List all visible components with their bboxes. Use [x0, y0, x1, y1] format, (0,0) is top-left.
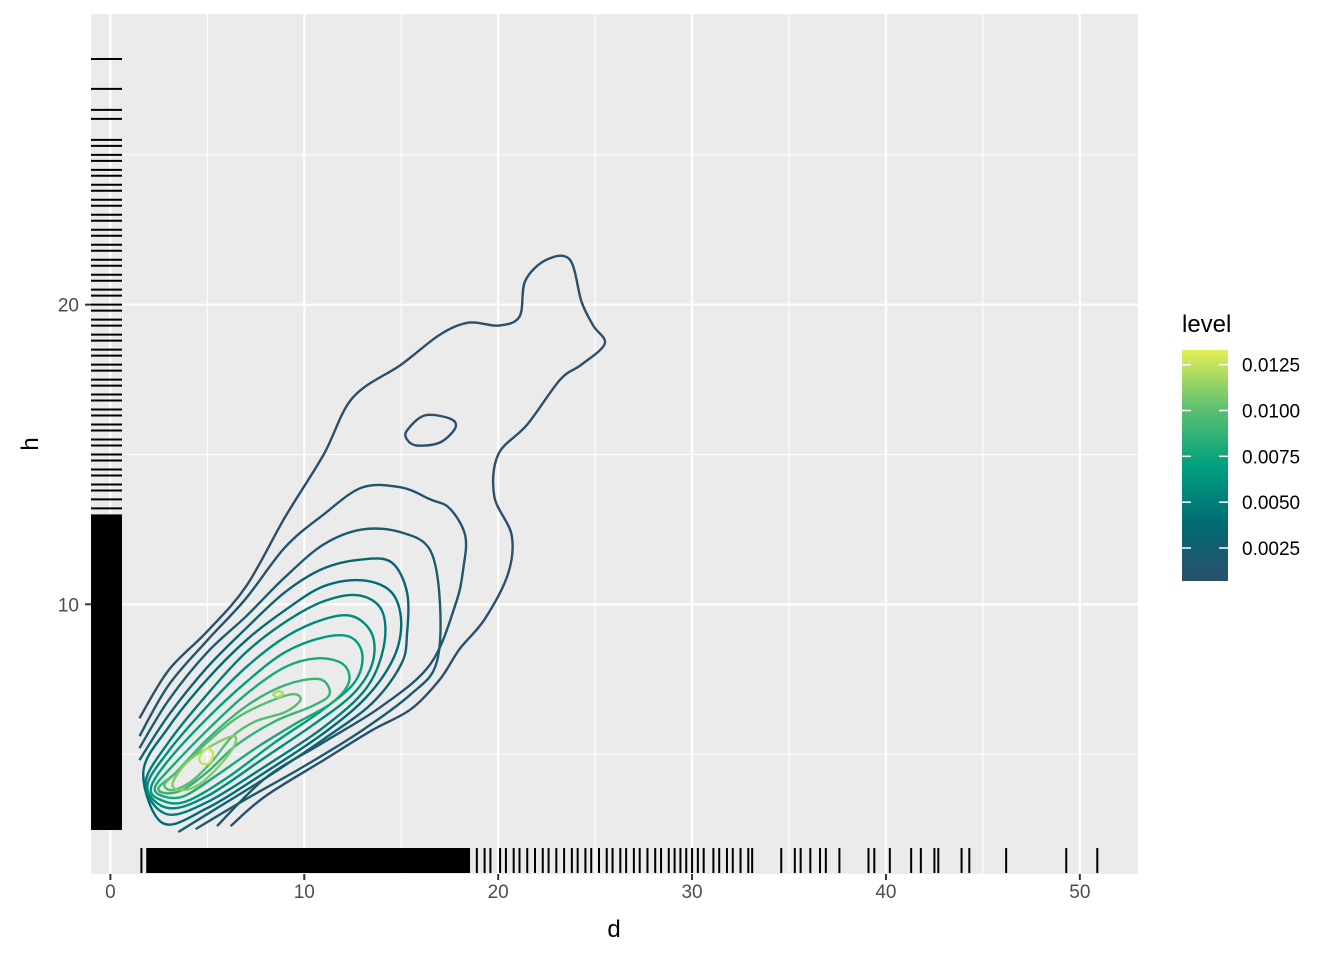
legend-break-label: 0.0125: [1242, 356, 1300, 377]
contour-line: [146, 614, 376, 810]
legend-colorbar: [1182, 350, 1228, 581]
minor-gridlines: [91, 14, 1138, 874]
contour-line: [144, 593, 387, 816]
legend-ticks: 0.0025 0.0050 0.0075 0.0100 0.0125: [1182, 356, 1300, 560]
contour-line: [142, 578, 403, 826]
legend: level 0.0025 0.0050 0.0075 0.0100 0.0125: [1182, 311, 1300, 581]
x-tick-label: 40: [875, 882, 896, 903]
legend-title: level: [1182, 311, 1231, 338]
rug-x-dense-block: [147, 848, 470, 873]
contour-line: [171, 734, 238, 792]
legend-break-label: 0.0050: [1242, 493, 1300, 514]
contour-line: [272, 690, 285, 699]
x-tick-label: 50: [1069, 882, 1090, 903]
x-tick-label: 30: [681, 882, 702, 903]
y-tick-label: 10: [58, 595, 79, 616]
contour-line: [404, 413, 458, 447]
rug-x: [140, 848, 1099, 873]
contour-line: [138, 254, 607, 828]
legend-break-label: 0.0100: [1242, 402, 1300, 423]
legend-break-label: 0.0025: [1242, 539, 1300, 560]
contour-line: [198, 746, 215, 766]
x-axis: 0 10 20 30 40 50: [105, 874, 1090, 903]
contour-line: [153, 657, 351, 800]
x-tick-label: 10: [294, 882, 315, 903]
contour-line: [163, 692, 302, 792]
rug-y-dense-block: [91, 514, 122, 830]
rug-y: [91, 57, 122, 831]
contour-line: [138, 557, 410, 834]
contour-line: [149, 634, 364, 805]
legend-break-label: 0.0075: [1242, 447, 1300, 468]
contour-lines: [138, 254, 607, 834]
contour-line: [138, 483, 468, 827]
y-axis: 10 20: [58, 296, 91, 616]
plot-panel: [91, 14, 1138, 874]
x-axis-title: d: [607, 916, 620, 943]
x-tick-label: 20: [488, 882, 509, 903]
contour-line: [138, 527, 442, 831]
x-tick-label: 0: [105, 882, 116, 903]
y-tick-label: 20: [58, 296, 79, 317]
y-axis-title: h: [17, 437, 44, 450]
